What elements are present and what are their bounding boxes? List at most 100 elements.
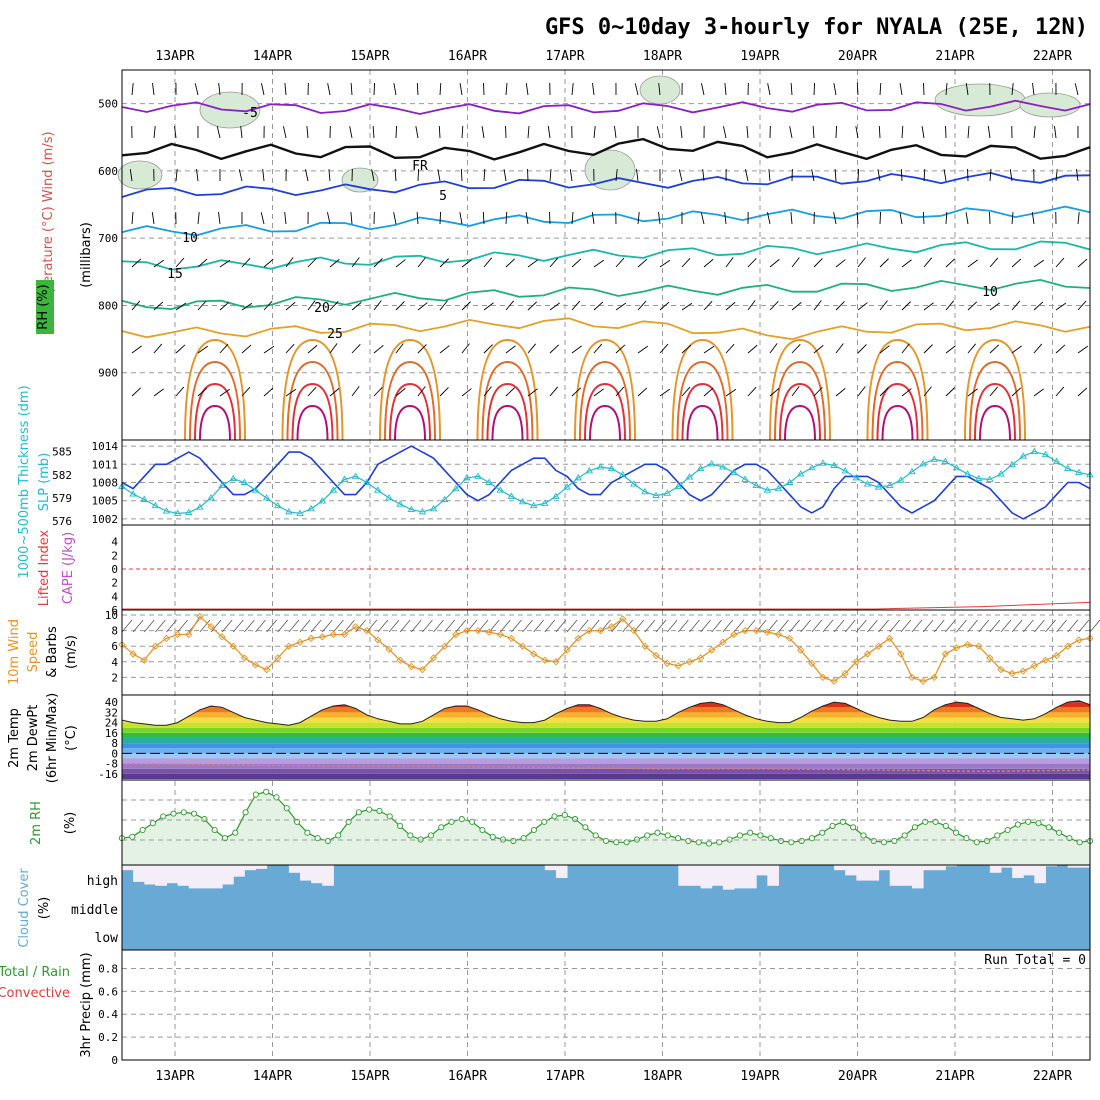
thickness-marker (140, 495, 149, 502)
thickness-tick-label: 579 (52, 492, 72, 505)
rh-marker (1045, 824, 1052, 831)
wind-barb (593, 343, 603, 354)
wind-ylabel: Speed (26, 632, 41, 673)
wind-barb (703, 345, 715, 354)
rh-marker (901, 832, 908, 839)
rh-marker (592, 832, 599, 839)
near-surface-isotherm (184, 338, 246, 441)
thickness-marker (752, 481, 761, 489)
cloud-level-label: middle (71, 903, 118, 918)
contour-label: 20 (314, 301, 330, 316)
wind-barb (835, 388, 846, 397)
surface-wind-barb (310, 619, 322, 633)
surface-wind-barb (422, 619, 433, 633)
wind-barb (131, 212, 134, 225)
wind-barb (505, 345, 516, 354)
high-cloud-gap (722, 865, 735, 890)
thickness-marker (541, 499, 549, 506)
wind-barb (835, 125, 838, 139)
wind-barb (327, 212, 331, 225)
wind-barb (194, 83, 199, 96)
wind-barb (1011, 345, 1022, 354)
wind-barb (461, 388, 472, 397)
surface-wind-barb (499, 619, 511, 633)
surface-wind-barb (1056, 619, 1067, 633)
slp-tick-label: 1002 (92, 513, 119, 526)
wind-barb (175, 169, 178, 182)
surface-wind-barb (344, 619, 355, 633)
wind-speed-marker (619, 615, 627, 623)
near-surface-isotherm (579, 360, 631, 441)
wind-barb (350, 82, 353, 96)
wind-barb (437, 169, 441, 182)
wind-barb (417, 344, 427, 354)
thickness-marker (908, 467, 916, 475)
wind-barb (460, 168, 463, 182)
thickness-marker (329, 486, 338, 493)
wind-barb (349, 126, 353, 139)
high-cloud-gap (322, 865, 334, 886)
surface-wind-barb (455, 619, 467, 633)
wind-barb (371, 169, 375, 182)
millibars-label: (millibars) (79, 222, 94, 288)
rh-shading (341, 167, 379, 193)
thickness-marker (318, 497, 327, 504)
date-label-bottom: 19APR (740, 1069, 779, 1084)
high-cloud-gap (222, 865, 234, 885)
wind-barb (439, 82, 442, 96)
wind-barb (285, 301, 296, 311)
rh-marker (273, 794, 280, 801)
wind-barb (592, 83, 595, 96)
wind-barb (216, 126, 221, 139)
isotherm-FR (121, 137, 1091, 161)
rh-marker (283, 805, 290, 812)
surface-wind-barb (889, 619, 901, 633)
wind-barb (878, 125, 881, 139)
surface-wind-barb (255, 619, 266, 633)
wind-barb (813, 387, 823, 397)
thickness-marker (207, 494, 215, 501)
wind-barb (857, 168, 860, 182)
wind-barb (439, 211, 442, 225)
wind-barb (923, 344, 933, 354)
thickness-marker (796, 470, 805, 477)
near-surface-isotherm (291, 382, 334, 441)
wind-barb (1033, 388, 1044, 397)
wind-speed-marker (173, 630, 182, 639)
surface-wind-barb (867, 619, 878, 633)
wind-barb (833, 83, 837, 96)
near-surface-isotherm (384, 360, 436, 441)
wind-barb (394, 168, 397, 182)
wind-barb (965, 83, 969, 96)
rh-marker (798, 837, 805, 844)
wind-barb (505, 258, 516, 268)
rh-marker (932, 818, 939, 825)
wind-barb (416, 211, 419, 225)
wind-barb (461, 301, 471, 311)
thickness-marker (618, 470, 627, 478)
wind-barb (923, 257, 933, 268)
wind-barb (989, 169, 992, 182)
surface-wind-barb (844, 619, 856, 633)
wind-speed-marker (997, 665, 1005, 674)
wind-barb (943, 169, 947, 182)
thickness-marker (641, 487, 649, 495)
temperature-band (122, 748, 1090, 754)
wind-barb (1011, 83, 1014, 96)
thickness-marker (774, 484, 783, 492)
wind-barb (636, 169, 639, 182)
wind-barb (505, 83, 508, 96)
wind-frame (121, 609, 1091, 696)
near-surface-isotherm (774, 360, 826, 441)
wind-barb (527, 343, 537, 354)
rh-marker (953, 829, 960, 836)
wind-barb (415, 126, 419, 139)
near-surface-isotherm (676, 360, 729, 441)
temperature-band (122, 712, 1090, 718)
slp-tick-label: 1014 (92, 440, 119, 453)
thickness-marker (986, 475, 994, 482)
rh-marker (582, 824, 589, 831)
wind-barb (569, 169, 573, 182)
cloud-fill (122, 865, 1090, 950)
wind-speed-marker (952, 644, 961, 652)
